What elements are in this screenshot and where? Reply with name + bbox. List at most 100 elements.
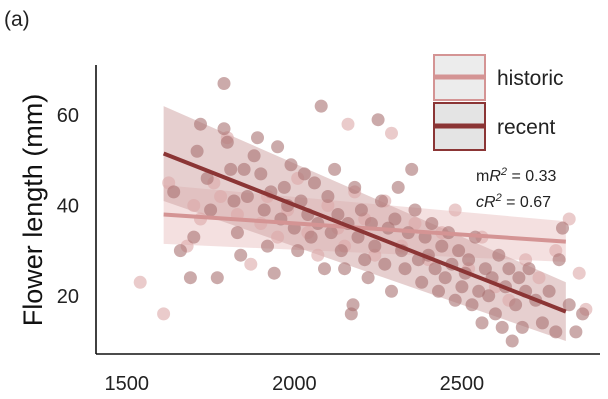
historic-data-point [321,199,335,212]
recent-data-point [512,271,526,285]
legend-label-historic: historic [497,67,564,90]
recent-data-point [448,293,462,307]
trend-lines [162,151,567,314]
recent-data-point [304,230,318,244]
marginal-r2-stat: mR2 = 0.33 [476,166,556,185]
recent-data-point [408,203,422,217]
historic-data-point [532,271,546,285]
recent-data-point [576,307,590,321]
recent-data-point [435,239,449,253]
recent-data-point [562,298,576,312]
recent-data-point [194,117,207,131]
recent-data-point [220,135,234,149]
recent-data-point [556,221,569,235]
recent-data-point [338,262,352,276]
recent-data-point [190,144,204,158]
recent-data-point [515,320,529,334]
historic-data-point [214,190,228,203]
x-tick-labels: 1500 2000 2500 [105,373,485,395]
recent-data-point [542,284,556,298]
historic-data-point [408,217,422,230]
recent-data-point [495,320,509,334]
recent-data-point [354,203,368,217]
recent-data-point [267,266,281,280]
y-tick-label: 60 [57,105,79,127]
recent-data-point [271,140,285,154]
legend-label-recent: recent [497,116,556,139]
recent-data-point [549,325,563,339]
recent-data-point [321,190,335,203]
historic-data-point [311,248,325,262]
recent-data-point [569,325,583,339]
recent-data-point [334,244,348,258]
recent-data-point [324,226,338,240]
historic-data-point [368,248,382,262]
historic-data-point [244,257,258,271]
recent-data-point [478,262,492,276]
x-tick-label: 2500 [440,373,485,395]
recent-data-point [234,248,248,262]
recent-data-point [361,271,375,285]
recent-data-point [284,158,298,172]
recent-data-point [297,167,311,181]
recent-data-point [465,298,479,312]
recent-data-point [552,253,566,267]
recent-data-point [475,316,489,330]
recent-data-point [331,208,345,221]
recent-data-point [502,262,516,276]
historic-data-point [562,212,576,226]
recent-data-point [388,212,402,226]
recent-data-point [187,230,201,244]
recent-data-point [509,298,523,312]
panel-label: (a) [4,8,30,31]
y-tick-label: 20 [57,286,79,308]
recent-data-point [452,244,466,258]
recent-data-point [200,171,214,185]
recent-data-point [375,194,388,208]
recent-data-point [240,190,254,203]
recent-data-point [237,162,251,176]
recent-data-point [472,284,486,298]
legend: historic recent [433,54,564,151]
recent-data-point [505,334,519,348]
recent-data-point [261,239,274,253]
recent-data-point [385,284,398,298]
historic-data-point [157,307,171,321]
recent-data-point [348,180,362,194]
y-axis-label: Flower length (mm) [18,94,48,327]
historic-data-point [341,117,355,131]
recent-data-point [217,77,231,90]
recent-data-point [455,280,469,294]
recent-data-point [210,271,224,285]
recent-data-point [482,289,496,303]
recent-data-point [183,271,197,285]
y-tick-label: 40 [57,195,79,217]
recent-data-point [378,257,392,271]
recent-data-point [438,271,452,285]
recent-data-point [247,149,261,163]
recent-data-point [224,162,238,176]
historic-data-point [271,230,285,244]
recent-data-point [488,307,502,321]
x-tick-label: 2000 [272,373,317,395]
historic-data-point [133,275,147,289]
recent-data-point [251,131,264,145]
recent-data-point [462,253,476,267]
x-tick-label: 1500 [105,373,150,395]
historic-data-point [187,199,201,212]
recent-data-point [425,217,439,230]
recent-data-point [227,194,241,208]
recent-data-point [254,167,268,181]
recent-data-point [405,162,419,176]
recent-data-point [257,203,271,217]
recent-data-point [167,185,181,199]
recent-data-point [432,284,445,298]
recent-data-point [217,122,231,136]
historic-data-point [385,126,398,140]
recent-data-point [371,113,385,127]
y-tick-labels: 20 40 60 [57,105,79,308]
recent-data-point [346,298,360,312]
recent-data-point [415,275,429,289]
recent-data-point [173,244,187,258]
